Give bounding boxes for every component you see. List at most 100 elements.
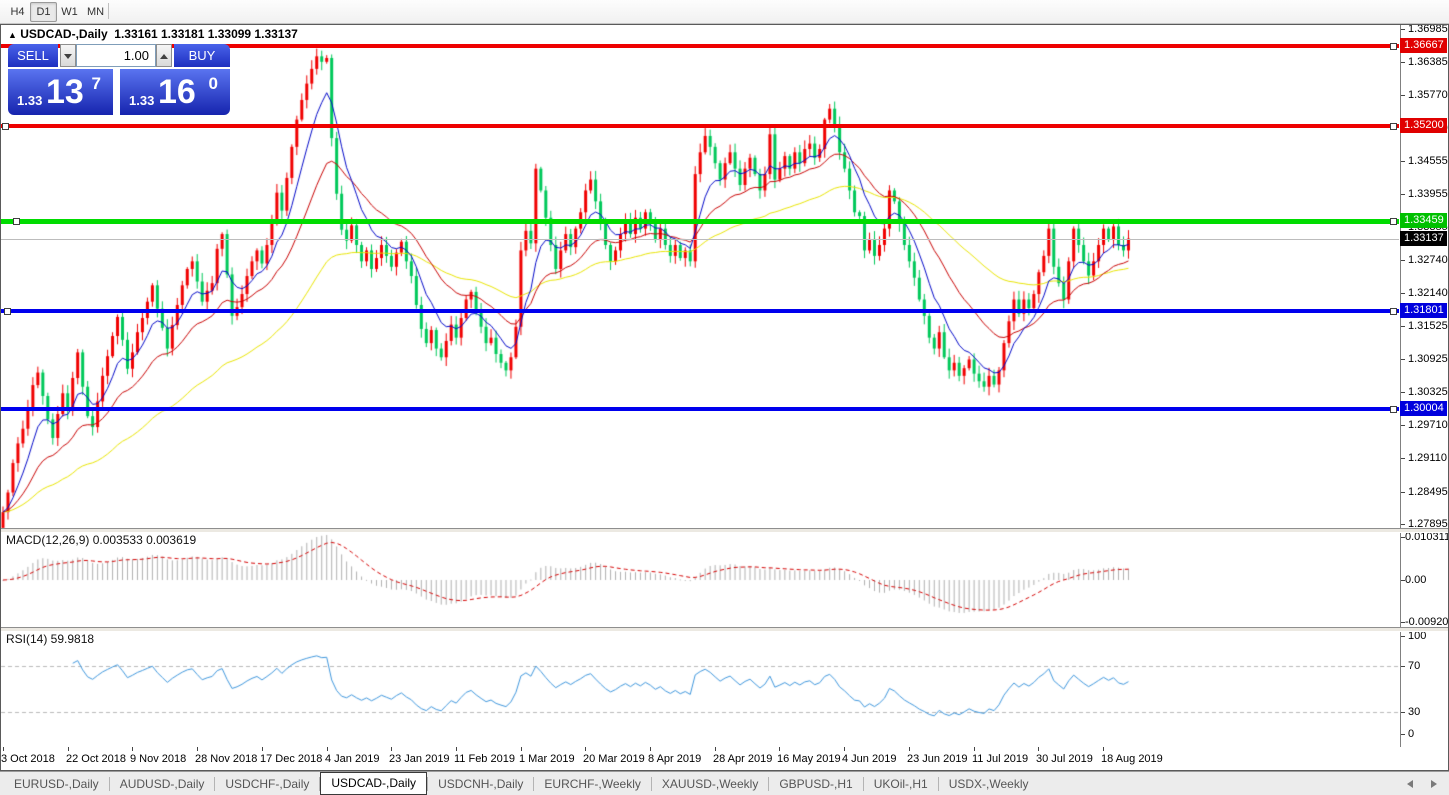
price-tick-label: 1.28495 xyxy=(1408,486,1448,498)
price-tick xyxy=(1401,524,1405,525)
level-line-handle[interactable] xyxy=(1390,308,1397,315)
tab-scroll-left-icon[interactable] xyxy=(1407,780,1413,788)
price-tick-label: 1.33955 xyxy=(1408,188,1448,200)
macd-pane-separator[interactable] xyxy=(0,528,1449,533)
current-price-line xyxy=(1,239,1399,240)
level-line-handle[interactable] xyxy=(4,308,11,315)
price-tick-label: 1.32140 xyxy=(1408,287,1448,299)
level-line-handle[interactable] xyxy=(1390,43,1397,50)
date-axis[interactable]: 3 Oct 2018 22 Oct 2018 9 Nov 2018 28 Nov 20… xyxy=(0,747,1400,769)
level-price-label: 1.35200 xyxy=(1400,118,1447,133)
date-tick xyxy=(197,747,198,751)
price-tick-label: 1.36385 xyxy=(1408,56,1448,68)
macd-axis-tick xyxy=(1401,580,1405,581)
rsi-pane-separator[interactable] xyxy=(0,627,1449,632)
price-tick xyxy=(1401,194,1405,195)
level-line-1.36667[interactable] xyxy=(1,44,1399,48)
tab-separator xyxy=(533,777,535,791)
buy-button[interactable]: BUY xyxy=(174,44,230,67)
price-tick xyxy=(1401,359,1405,360)
price-tick xyxy=(1401,29,1405,30)
chart-title: ▲ USDCAD-,Daily 1.33161 1.33181 1.33099 … xyxy=(8,27,298,41)
tab-audusd-daily[interactable]: AUDUSD-,Daily xyxy=(119,777,205,791)
date-label: 20 Mar 2019 xyxy=(583,753,645,765)
level-line-1.33459[interactable] xyxy=(1,219,1399,224)
buy-price-pip-digit: 0 xyxy=(208,74,218,93)
date-label: 22 Oct 2018 xyxy=(66,753,126,765)
tab-gbpusd-h1[interactable]: GBPUSD-,H1 xyxy=(779,777,853,791)
tab-usdcad-daily[interactable]: USDCAD-,Daily xyxy=(320,771,428,795)
date-tick xyxy=(585,747,586,751)
tab-usdx-weekly[interactable]: USDX-,Weekly xyxy=(948,777,1029,791)
date-label: 1 Mar 2019 xyxy=(519,753,575,765)
date-label: 18 Aug 2019 xyxy=(1101,753,1163,765)
rsi-axis-label: 100 xyxy=(1408,630,1427,642)
price-tick xyxy=(1401,425,1405,426)
scroll-up-triangle-icon: ▲ xyxy=(8,30,17,40)
price-tick-label: 1.35770 xyxy=(1408,89,1448,101)
macd-axis-label: 0.010311 xyxy=(1405,531,1449,543)
level-price-label: 1.36667 xyxy=(1400,38,1447,53)
macd-axis-label: 0.00 xyxy=(1405,574,1427,586)
tab-ukoil-h1[interactable]: UKOil-,H1 xyxy=(873,777,928,791)
price-axis[interactable]: 1.369851.363851.357701.351701.345551.339… xyxy=(1400,23,1449,747)
sell-price-pip-digit: 7 xyxy=(91,74,101,93)
date-tick xyxy=(456,747,457,751)
sell-button[interactable]: SELL xyxy=(8,44,58,67)
price-tick xyxy=(1401,260,1405,261)
price-tick xyxy=(1401,392,1405,393)
tab-scroll-right-icon[interactable] xyxy=(1431,780,1437,788)
buy-price-big-digits: 16 xyxy=(158,73,196,111)
price-tick xyxy=(1401,95,1405,96)
price-tick xyxy=(1401,62,1405,63)
price-tick-label: 1.30925 xyxy=(1408,353,1448,365)
sell-price-prefix: 1.33 xyxy=(17,93,43,108)
tab-separator xyxy=(427,777,429,791)
tab-separator xyxy=(214,777,216,791)
volume-increase-button[interactable] xyxy=(156,44,172,67)
level-line-1.35200[interactable] xyxy=(1,124,1399,128)
price-tick-label: 1.30325 xyxy=(1408,386,1448,398)
date-tick xyxy=(262,747,263,751)
tab-xauusd-weekly[interactable]: XAUUSD-,Weekly xyxy=(661,777,759,791)
price-tick xyxy=(1401,326,1405,327)
price-tick-label: 1.27895 xyxy=(1408,518,1448,530)
macd-label: MACD(12,26,9) 0.003533 0.003619 xyxy=(6,533,197,547)
buy-price-panel[interactable]: 1.33 16 0 xyxy=(120,69,230,115)
chart-plot-area[interactable] xyxy=(0,0,1449,771)
level-line-handle[interactable] xyxy=(1390,406,1397,413)
date-label: 28 Nov 2018 xyxy=(195,753,258,765)
tab-eurchf-weekly[interactable]: EURCHF-,Weekly xyxy=(544,777,641,791)
level-line-handle[interactable] xyxy=(2,123,9,130)
rsi-axis-label: 30 xyxy=(1408,706,1421,718)
date-label: 28 Apr 2019 xyxy=(713,753,773,765)
tab-separator xyxy=(319,777,321,791)
sell-price-panel[interactable]: 1.33 13 7 xyxy=(8,69,113,115)
price-tick-label: 1.34555 xyxy=(1408,155,1448,167)
date-tick xyxy=(3,747,4,751)
rsi-axis-tick xyxy=(1401,666,1405,667)
price-tick-label: 1.32740 xyxy=(1408,254,1448,266)
date-label: 11 Feb 2019 xyxy=(454,753,515,765)
level-line-1.30004[interactable] xyxy=(1,407,1399,411)
rsi-axis-tick xyxy=(1401,636,1405,637)
volume-decrease-button[interactable] xyxy=(60,44,76,67)
volume-input[interactable]: 1.00 xyxy=(76,44,156,67)
date-label: 8 Apr 2019 xyxy=(648,753,702,765)
chart-ohlc-values: 1.33161 1.33181 1.33099 1.33137 xyxy=(114,27,298,41)
date-tick xyxy=(779,747,780,751)
tab-usdcnh-daily[interactable]: USDCNH-,Daily xyxy=(438,777,524,791)
tab-eurusd-daily[interactable]: EURUSD-,Daily xyxy=(14,777,99,791)
level-line-handle[interactable] xyxy=(13,218,20,225)
date-tick xyxy=(650,747,651,751)
level-line-handle[interactable] xyxy=(1390,218,1397,225)
price-tick-label: 1.29710 xyxy=(1408,419,1448,431)
rsi-axis-label: 70 xyxy=(1408,660,1421,672)
date-tick xyxy=(1038,747,1039,751)
level-line-handle[interactable] xyxy=(1390,123,1397,130)
level-line-1.31801[interactable] xyxy=(1,309,1399,313)
date-label: 17 Dec 2018 xyxy=(260,753,323,765)
rsi-axis-label: 0 xyxy=(1408,728,1415,740)
tab-usdchf-daily[interactable]: USDCHF-,Daily xyxy=(225,777,310,791)
